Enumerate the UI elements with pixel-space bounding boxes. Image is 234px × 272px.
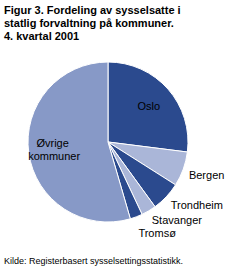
slice-label: Øvrige kommuner <box>28 137 80 162</box>
slice <box>28 62 130 222</box>
slice-label: Oslo <box>137 100 160 112</box>
source: Kilde: Registerbasert sysselsettingsstat… <box>4 256 183 266</box>
chart: Figur 3. Fordeling av sysselsatte istatl… <box>0 0 234 272</box>
slice <box>108 62 188 152</box>
slices <box>28 62 188 222</box>
slice-label: Tromsø <box>138 227 176 239</box>
slice-label: Stavanger <box>152 214 202 226</box>
slice-label: Bergen <box>189 169 224 181</box>
title: Figur 3. Fordeling av sysselsatte istatl… <box>4 4 181 42</box>
slice-label: Trondheim <box>171 199 223 211</box>
